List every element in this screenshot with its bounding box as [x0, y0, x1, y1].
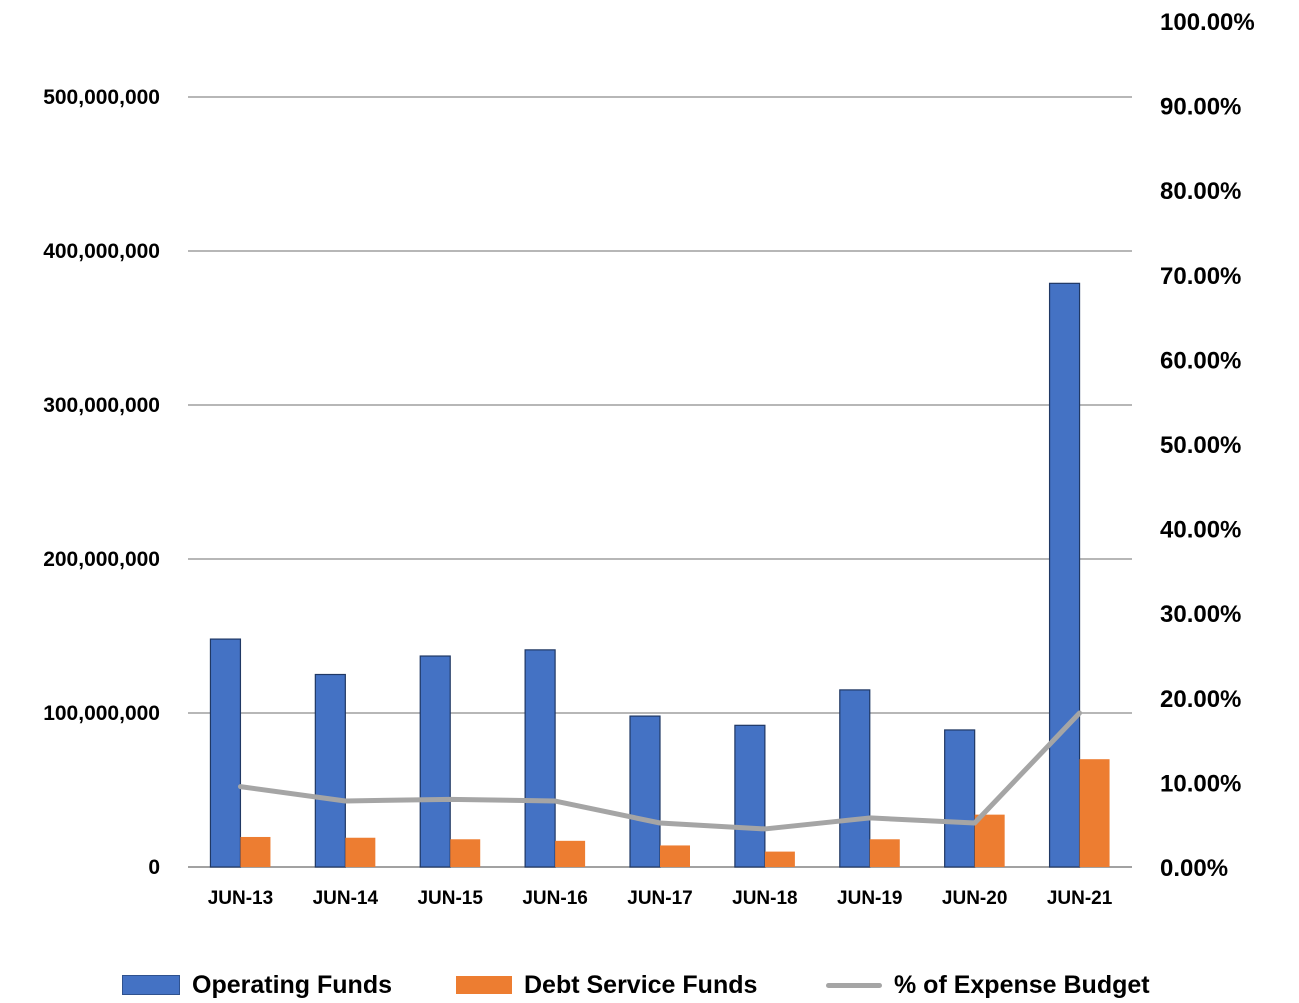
combo-chart: 0 100,000,000 200,000,000 300,000,000 400,00…: [43, 9, 1255, 909]
bar-operating-funds: [839, 689, 871, 868]
legend-item-operating-funds[interactable]: Operating Funds: [122, 968, 392, 1002]
bar-operating-funds: [734, 724, 766, 868]
legend-label-percent-expense-budget: % of Expense Budget: [894, 970, 1150, 999]
left-tick-label: 400,000,000: [43, 240, 160, 263]
right-tick-label: 80.00%: [1160, 178, 1241, 205]
bar-debt-service-funds: [869, 839, 900, 867]
bars: [209, 282, 1110, 868]
x-tick-label: JUN-17: [627, 888, 692, 909]
right-tick-label: 30.00%: [1160, 601, 1241, 628]
right-tick-label: 100.00%: [1160, 9, 1255, 36]
right-tick-label: 70.00%: [1160, 263, 1241, 290]
x-tick-label: JUN-18: [732, 888, 797, 909]
legend: Operating Funds Debt Service Funds % of …: [0, 968, 1299, 1002]
bar-debt-service-funds: [1079, 759, 1110, 867]
left-tick-label: 100,000,000: [43, 702, 160, 725]
legend-swatch-percent-expense-budget: [826, 982, 882, 988]
legend-swatch-debt-service-funds: [456, 976, 512, 994]
right-tick-label: 10.00%: [1160, 770, 1241, 797]
bar-debt-service-funds: [974, 814, 1005, 867]
left-tick-label: 200,000,000: [43, 548, 160, 571]
bar-debt-service-funds: [450, 839, 481, 867]
bar-debt-service-funds: [240, 836, 271, 867]
x-tick-label: JUN-20: [942, 888, 1007, 909]
bar-operating-funds: [209, 638, 242, 868]
right-tick-label: 50.00%: [1160, 432, 1241, 459]
bar-operating-funds: [419, 655, 451, 868]
right-tick-label: 20.00%: [1160, 686, 1241, 713]
x-tick-label: JUN-21: [1047, 888, 1113, 909]
bar-operating-funds: [314, 673, 346, 868]
right-tick-label: 40.00%: [1160, 517, 1241, 544]
bar-operating-funds: [629, 715, 661, 868]
x-tick-label: JUN-14: [313, 888, 379, 909]
bar-debt-service-funds: [345, 837, 376, 867]
percent-line: [237, 710, 1083, 832]
bar-operating-funds: [524, 649, 556, 868]
x-tick-label: JUN-15: [417, 888, 483, 909]
right-axis: 0.00% 10.00% 20.00% 30.00% 40.00% 50.00% 60.00…: [1160, 9, 1255, 882]
bar-debt-service-funds: [660, 845, 690, 867]
x-tick-label: JUN-13: [208, 888, 273, 909]
bar-operating-funds: [1048, 282, 1081, 868]
x-axis: JUN-13 JUN-14 JUN-15 JUN-16 JUN-17 JUN-18 JUN-…: [208, 888, 1113, 909]
right-tick-label: 90.00%: [1160, 94, 1241, 121]
right-tick-label: 0.00%: [1160, 855, 1228, 882]
legend-item-percent-expense-budget[interactable]: % of Expense Budget: [826, 968, 1150, 1002]
legend-swatch-operating-funds: [122, 975, 180, 995]
bar-debt-service-funds: [555, 840, 586, 867]
legend-label-debt-service-funds: Debt Service Funds: [524, 970, 758, 999]
legend-item-debt-service-funds[interactable]: Debt Service Funds: [456, 968, 757, 1002]
x-tick-label: JUN-19: [837, 888, 902, 909]
x-tick-label: JUN-16: [522, 888, 587, 909]
left-axis: 0 100,000,000 200,000,000 300,000,000 400,00…: [43, 86, 160, 879]
left-tick-label: 500,000,000: [43, 86, 160, 109]
legend-label-operating-funds: Operating Funds: [192, 970, 392, 999]
right-tick-label: 60.00%: [1160, 347, 1241, 374]
left-tick-label: 300,000,000: [43, 394, 160, 417]
left-tick-label: 0: [148, 856, 160, 879]
bar-debt-service-funds: [764, 851, 795, 867]
bar-operating-funds: [944, 729, 976, 868]
